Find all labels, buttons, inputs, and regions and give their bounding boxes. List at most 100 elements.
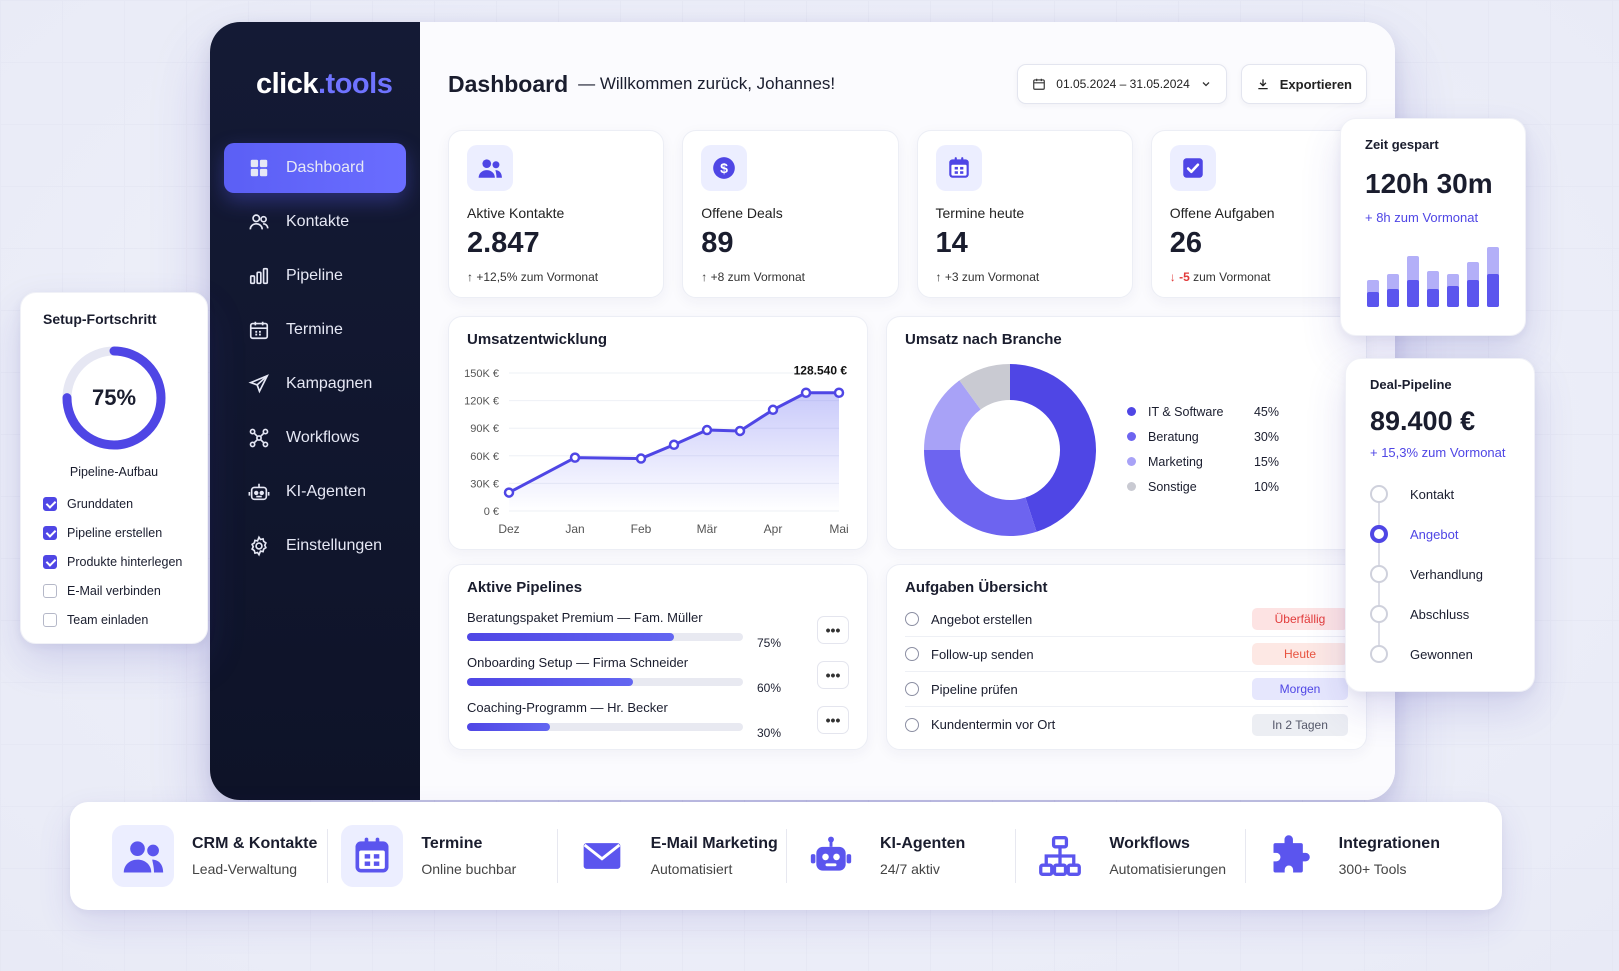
task-radio-button[interactable] [905, 717, 919, 732]
deal-stage[interactable]: Abschluss [1370, 594, 1510, 634]
sidebar-item-pipeline[interactable]: Pipeline [224, 251, 406, 301]
donut-slice-marketing[interactable] [924, 380, 981, 450]
setup-checklist-item[interactable]: Grunddaten [43, 489, 185, 518]
deal-stage[interactable]: Kontakt [1370, 474, 1510, 514]
arrow-up-icon: ↑ [701, 270, 708, 284]
checkbox[interactable] [43, 496, 57, 511]
mini-bar-fill [1407, 280, 1419, 307]
checkbox[interactable] [43, 583, 57, 598]
time-saved-delta: + 8h zum Vormonat [1365, 210, 1479, 225]
pipeline-item[interactable]: Coaching-Programm — Hr. Becker 30% ••• [467, 700, 849, 740]
revenue-line-chart: 0 € 30K € 60K € 90K € 120K € 150K € Dez Jan Feb M… [464, 364, 849, 536]
feature-text: Workflows Automatisierungen [1109, 835, 1226, 877]
deal-pipeline-card: Deal-Pipeline 89.400 € + 15,3% zum Vormo… [1345, 358, 1535, 692]
users-icon [467, 145, 513, 191]
charts-row: Umsatzentwicklung 0 € 30K € 60K € 90K € 120K… [448, 316, 1367, 550]
setup-checklist-item[interactable]: Pipeline erstellen [43, 518, 185, 547]
deal-pipeline-value: 89.400 € [1370, 406, 1476, 436]
y-tick-label: 150K € [464, 368, 499, 380]
pipeline-item[interactable]: Onboarding Setup — Firma Schneider 60% •… [467, 655, 849, 695]
sidebar-item-label: Pipeline [286, 267, 343, 284]
pipeline-item[interactable]: Beratungspaket Premium — Fam. Müller 75%… [467, 610, 849, 650]
feature-item[interactable]: Integrationen 300+ Tools [1244, 825, 1474, 887]
tasks-panel: Aufgaben Übersicht Angebot erstellen Übe… [886, 564, 1367, 750]
workflow-icon [248, 427, 270, 449]
sidebar-item-einstellungen[interactable]: Einstellungen [224, 521, 406, 571]
donut-slice-beratung[interactable] [924, 450, 1037, 536]
task-radio-button[interactable] [905, 682, 919, 696]
task-row[interactable]: Kundentermin vor Ort In 2 Tagen [905, 707, 1348, 742]
feature-item[interactable]: Termine Online buchbar [327, 825, 556, 887]
sidebar-item-termine[interactable]: Termine [224, 305, 406, 355]
users-icon [248, 211, 270, 233]
bar-chart-icon [248, 265, 270, 287]
industry-chart-title: Umsatz nach Branche [905, 331, 1062, 348]
task-row[interactable]: Pipeline prüfen Morgen [905, 672, 1348, 707]
checkbox[interactable] [43, 612, 57, 627]
donut-slice-it-software[interactable] [1010, 364, 1096, 532]
feature-subtitle: 300+ Tools [1338, 861, 1407, 877]
dollar-icon: $ [701, 145, 748, 191]
kpi-row: Aktive Kontakte 2.847 ↑ +12,5% zum Vormo… [448, 130, 1367, 298]
deal-stage[interactable]: Gewonnen [1370, 634, 1510, 674]
kpi-value: 14 [935, 227, 968, 259]
kpi-card[interactable]: Offene Aufgaben 26 ↓ -5 zum Vormonat [1150, 130, 1367, 298]
app-logo[interactable]: click.tools [256, 68, 406, 101]
feature-subtitle: 24/7 aktiv [879, 861, 940, 877]
sidebar-item-dashboard[interactable]: Dashboard [224, 143, 406, 193]
task-radio-button[interactable] [905, 612, 919, 626]
x-tick-label: Feb [631, 522, 652, 536]
y-tick-label: 120K € [464, 396, 499, 408]
feature-item[interactable]: CRM & Kontakte Lead-Verwaltung [98, 825, 327, 887]
export-button[interactable]: Exportieren [1240, 64, 1367, 104]
feature-item[interactable]: E-Mail Marketing Automatisiert [556, 825, 786, 887]
sidebar-item-label: Termine [286, 321, 343, 338]
task-row[interactable]: Follow-up senden Heute [905, 637, 1348, 672]
x-tick-label: Dez [498, 522, 519, 536]
setup-checklist-item[interactable]: Produkte hinterlegen [43, 547, 185, 576]
setup-checklist-item[interactable]: Team einladen [43, 605, 185, 634]
feature-item[interactable]: KI-Agenten 24/7 aktiv [785, 825, 1015, 887]
task-row[interactable]: Angebot erstellen Überfällig [905, 602, 1348, 637]
x-tick-label: Jan [565, 522, 584, 536]
more-options-button[interactable]: ••• [817, 661, 849, 689]
sidebar-item-ki-agenten[interactable]: KI-Agenten [224, 467, 406, 517]
legend-item: IT & Software 45% [1127, 399, 1279, 424]
data-point [800, 387, 812, 398]
more-options-button[interactable]: ••• [817, 706, 849, 734]
sidebar-item-kontakte[interactable]: Kontakte [224, 197, 406, 247]
sidebar-item-kampagnen[interactable]: Kampagnen [224, 359, 406, 409]
date-range-picker[interactable]: 01.05.2024 – 31.05.2024 [1017, 64, 1227, 104]
feature-bar: CRM & Kontakte Lead-Verwaltung Termine O… [70, 802, 1502, 910]
sidebar-item-workflows[interactable]: Workflows [224, 413, 406, 463]
chevron-down-icon [1202, 82, 1210, 87]
setup-checklist-item[interactable]: E-Mail verbinden [43, 576, 185, 605]
feature-title: E-Mail Marketing [650, 835, 778, 852]
pipeline-progress-fill [467, 723, 550, 731]
deal-stage[interactable]: Verhandlung [1370, 554, 1510, 594]
legend-label: Marketing [1148, 454, 1203, 469]
task-radio-button[interactable] [905, 647, 919, 661]
checkbox[interactable] [43, 554, 57, 569]
legend-swatch [1127, 457, 1136, 466]
feature-subtitle: Lead-Verwaltung [192, 861, 298, 877]
feature-item[interactable]: Workflows Automatisierungen [1015, 825, 1244, 887]
data-point [635, 453, 647, 464]
feature-text: E-Mail Marketing Automatisiert [651, 835, 778, 877]
pipeline-progress-bar [467, 723, 743, 731]
stage-dot [1370, 485, 1388, 503]
task-status-badge: Morgen [1252, 678, 1348, 700]
checkbox[interactable] [43, 525, 57, 540]
mini-bar-fill [1427, 289, 1439, 307]
sidebar-item-label: Dashboard [286, 159, 365, 176]
deal-stage[interactable]: Angebot [1370, 514, 1510, 554]
setup-checklist: Grunddaten Pipeline erstellen Produkte hin… [43, 489, 185, 634]
kpi-card[interactable]: Termine heute 14 ↑ +3 zum Vormonat [916, 130, 1133, 298]
stage-dot [1370, 565, 1388, 583]
legend-label: Beratung [1148, 429, 1199, 444]
more-options-button[interactable]: ••• [817, 616, 849, 644]
donut-slice-sonstige[interactable] [959, 364, 1010, 410]
progress-ring-fill [62, 346, 166, 450]
kpi-card[interactable]: Aktive Kontakte 2.847 ↑ +12,5% zum Vormo… [448, 130, 665, 298]
kpi-card[interactable]: $ Offene Deals 89 ↑ +8 zum Vormonat [682, 130, 899, 298]
